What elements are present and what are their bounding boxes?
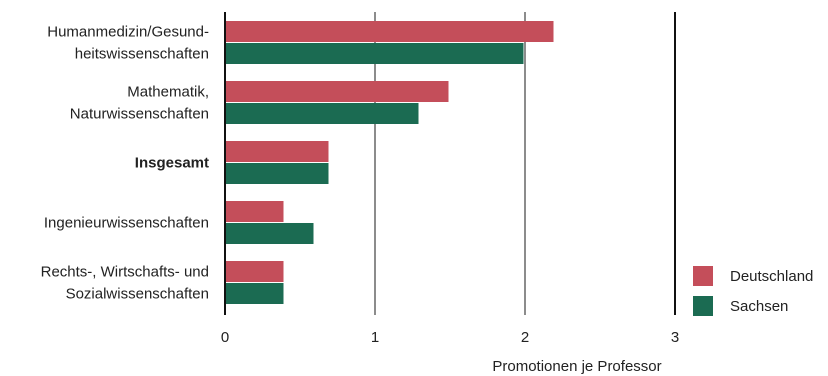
tick-labels: 0 1 2 3	[221, 329, 679, 346]
category-label-3-0: Ingenieurwissenschaften	[44, 215, 209, 232]
bar-sachsen-0	[225, 43, 524, 64]
bar-sachsen-2	[225, 163, 329, 184]
legend-swatch-sachsen	[693, 296, 713, 316]
category-label-2-0: Insgesamt	[135, 155, 209, 172]
category-label-4-1: Sozialwissenschaften	[66, 286, 209, 303]
legend-label-deutschland: Deutschland	[730, 268, 813, 285]
x-tick-label-0: 0	[221, 329, 229, 346]
bar-sachsen-1	[225, 103, 419, 124]
bar-sachsen-4	[225, 283, 284, 304]
legend-swatch-deutschland	[693, 266, 713, 286]
category-labels: Humanmedizin/Gesund-heitswissenschaften M…	[41, 24, 209, 303]
legend-label-sachsen: Sachsen	[730, 298, 788, 315]
category-label-1-1: Naturwissenschaften	[70, 106, 209, 123]
bar-deutschland-2	[225, 141, 329, 162]
bars	[225, 21, 554, 304]
bar-deutschland-4	[225, 261, 284, 282]
bar-deutschland-0	[225, 21, 554, 42]
x-tick-label-3: 3	[671, 329, 679, 346]
x-tick-label-1: 1	[371, 329, 379, 346]
category-label-0-1: heitswissenschaften	[75, 46, 209, 63]
category-label-4-0: Rechts-, Wirtschafts- und	[41, 264, 209, 281]
bar-sachsen-3	[225, 223, 314, 244]
axes	[224, 12, 676, 315]
bar-deutschland-3	[225, 201, 284, 222]
x-axis-title: Promotionen je Professor	[492, 358, 661, 375]
x-tick-label-2: 2	[521, 329, 529, 346]
category-label-0-0: Humanmedizin/Gesund-	[47, 24, 209, 41]
legend: Deutschland Sachsen	[693, 266, 813, 316]
category-label-1-0: Mathematik,	[127, 84, 209, 101]
bar-deutschland-1	[225, 81, 449, 102]
